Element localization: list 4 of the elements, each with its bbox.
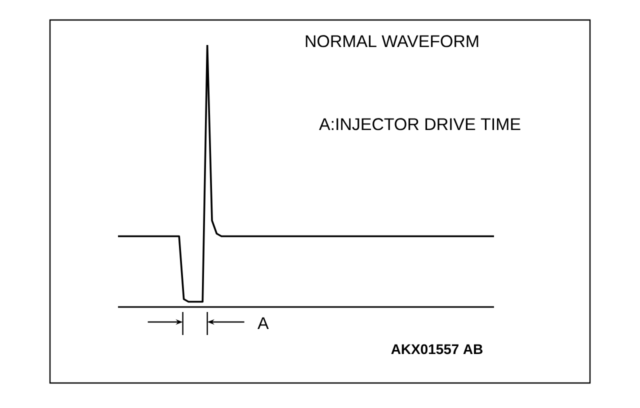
chart-title: NORMAL WAVEFORM: [306, 35, 478, 48]
text: A: [258, 317, 269, 329]
annotation: A:INJECTOR DRIVE TIME: [319, 118, 520, 130]
text: AKX01557 AB: [391, 344, 482, 354]
